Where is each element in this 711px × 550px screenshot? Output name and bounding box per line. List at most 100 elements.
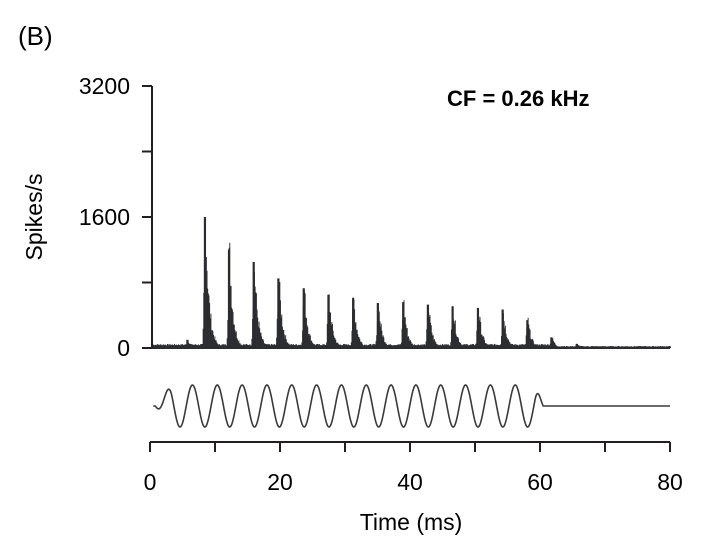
histogram-bin <box>507 340 509 348</box>
histogram-bin <box>296 344 298 348</box>
histogram-bin <box>495 345 497 348</box>
histogram-bin <box>209 303 211 348</box>
histogram-bin <box>467 345 469 348</box>
histogram-bin <box>281 314 283 348</box>
histogram-bin <box>405 324 407 348</box>
histogram-bin <box>322 344 324 348</box>
histogram-bin <box>489 344 491 348</box>
histogram-bin <box>306 317 307 348</box>
histogram-bin <box>349 345 351 348</box>
histogram-bin <box>176 344 177 348</box>
histogram-bin <box>193 344 195 348</box>
histogram-bin <box>516 345 518 348</box>
histogram-bin <box>224 345 226 348</box>
histogram-bin <box>267 344 268 348</box>
histogram-bin <box>357 334 359 348</box>
histogram-bin <box>547 344 549 348</box>
histogram-bin <box>433 340 435 348</box>
histogram-bin <box>251 338 253 348</box>
histogram-bin <box>465 344 467 348</box>
histogram-bin <box>509 342 511 348</box>
histogram-bin <box>331 322 333 348</box>
histogram-bin <box>236 338 238 348</box>
histogram-bin <box>268 344 270 348</box>
histogram-bin <box>388 344 390 348</box>
histogram-bin <box>283 329 285 348</box>
histogram-bin <box>227 319 229 348</box>
histogram-bin <box>376 335 378 348</box>
histogram-bin <box>478 320 480 348</box>
histogram-bin <box>358 336 359 348</box>
histogram-bin <box>369 344 370 348</box>
histogram-bin <box>454 324 456 348</box>
histogram-bin <box>372 343 374 348</box>
histogram-bin <box>367 345 369 348</box>
histogram-bin <box>364 344 366 348</box>
histogram-bin <box>393 345 395 348</box>
histogram-bin <box>437 345 439 348</box>
histogram-bin <box>512 343 513 348</box>
histogram-bin <box>369 343 371 348</box>
histogram-bin <box>244 344 246 348</box>
histogram-bin <box>491 344 493 348</box>
histogram-bin <box>386 344 388 348</box>
histogram-bin <box>458 338 460 348</box>
histogram-bin <box>379 321 381 348</box>
histogram-bin <box>234 329 236 348</box>
histogram-bin <box>257 326 259 348</box>
histogram-bin <box>549 345 551 348</box>
histogram-bin <box>348 344 350 348</box>
histogram-bin <box>421 344 422 348</box>
histogram-bin <box>410 341 412 348</box>
histogram-bin <box>362 345 364 348</box>
histogram-bin <box>343 344 344 348</box>
histogram-bin <box>492 344 494 348</box>
histogram-bin <box>525 344 526 348</box>
histogram-bin <box>425 341 427 348</box>
histogram-bin <box>494 343 496 348</box>
histogram-bin <box>488 344 489 348</box>
histogram-bin <box>162 345 164 348</box>
histogram-bin <box>174 343 175 348</box>
histogram-bin <box>291 344 293 348</box>
histogram-bin <box>542 344 544 348</box>
histogram-bin <box>470 344 472 348</box>
histogram-bin <box>274 344 276 348</box>
histogram-bin <box>383 337 385 348</box>
histogram-bin <box>535 345 537 348</box>
histogram-bin <box>300 344 302 348</box>
histogram-bin <box>515 344 517 348</box>
histogram-bin <box>315 344 317 348</box>
histogram-bin <box>241 344 242 348</box>
histogram-bin <box>333 337 335 348</box>
histogram-bin <box>272 344 274 348</box>
histogram-bin <box>308 335 310 348</box>
histogram-bin <box>543 344 545 348</box>
histogram-bin <box>195 344 197 348</box>
histogram-bin <box>339 344 341 348</box>
histogram-bin <box>354 309 356 348</box>
histogram-bin <box>161 344 163 348</box>
histogram-bin <box>154 345 156 348</box>
histogram-bin <box>537 345 539 348</box>
histogram-bin <box>504 325 506 348</box>
histogram-bin <box>449 345 451 348</box>
chart-title: CF = 0.26 kHz <box>447 86 589 111</box>
histogram-bin <box>548 345 550 348</box>
histogram-bin <box>181 344 183 348</box>
histogram-bin <box>463 344 465 348</box>
histogram-bin <box>460 342 461 348</box>
histogram-bin <box>417 344 419 348</box>
histogram-bin <box>530 338 532 348</box>
histogram-bin <box>263 343 265 348</box>
histogram-bin <box>320 345 322 348</box>
histogram-bin <box>329 312 331 348</box>
histogram-bin <box>533 343 535 348</box>
histogram-bin <box>373 344 375 348</box>
histogram-bin <box>177 344 179 348</box>
histogram-bin <box>210 313 212 348</box>
histogram-bin <box>504 328 506 348</box>
histogram-bin <box>220 345 222 348</box>
histogram-bin <box>284 338 286 348</box>
histogram-bin <box>198 344 200 348</box>
